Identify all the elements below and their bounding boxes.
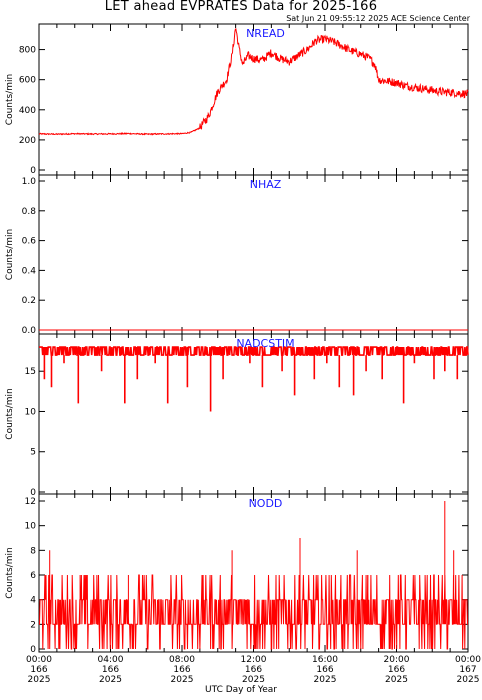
x-tick-label: 2025 — [171, 675, 194, 685]
x-tick-label: 2025 — [28, 675, 51, 685]
panel-nread: 0 200 400 600 800 Counts/min NREAD — [5, 23, 469, 176]
x-tick-label: 00:00 — [455, 655, 481, 665]
y-tick-label: 0.6 — [22, 237, 37, 247]
x-tick-label: 04:00 — [98, 655, 124, 665]
x-tick-label: 2025 — [242, 675, 265, 685]
y-tick-label: 8 — [30, 546, 36, 556]
x-tick-label: 166 — [102, 665, 119, 675]
x-axis-label: UTC Day of Year — [205, 685, 277, 695]
panel-title: NODD — [249, 497, 283, 510]
y-tick-label: 200 — [19, 136, 36, 146]
y-tick-label: 600 — [19, 76, 36, 86]
series-line — [38, 28, 469, 136]
x-tick-label: 20:00 — [384, 655, 410, 665]
y-tick-label: 0.4 — [22, 266, 37, 276]
y-axis-label: Counts/min — [5, 74, 15, 125]
y-tick-label: 4 — [30, 596, 36, 606]
x-tick-label: 166 — [388, 665, 405, 675]
x-tick-label: 00:00 — [26, 655, 52, 665]
y-axis-label: Counts/min — [5, 547, 15, 598]
panel-frame — [38, 174, 469, 335]
x-tick-label: 2025 — [457, 675, 480, 685]
y-tick-label: 0 — [30, 488, 36, 498]
y-tick-label: 400 — [19, 106, 36, 116]
panel-title: NHAZ — [250, 178, 282, 191]
y-tick-label: 800 — [19, 46, 36, 56]
chart-title: LET ahead EVPRATES Data for 2025-166 — [104, 0, 378, 14]
timestamp-label: Sat Jun 21 09:55:12 2025 ACE Science Cen… — [286, 14, 470, 23]
y-tick-label: 0 — [30, 166, 36, 176]
y-tick-label: 10 — [25, 522, 37, 532]
x-tick-label: 16:00 — [312, 655, 338, 665]
panel-title: NADCSTIM — [236, 337, 294, 350]
y-axis-label: Counts/min — [5, 229, 15, 280]
x-tick-label: 08:00 — [169, 655, 195, 665]
y-tick-label: 0.0 — [22, 326, 37, 336]
x-tick-label: 167 — [459, 665, 476, 675]
x-tick-label: 166 — [316, 665, 333, 675]
y-axis-label: Counts/min — [5, 388, 15, 439]
y-tick-label: 0 — [30, 645, 36, 655]
x-tick-label: 2025 — [314, 675, 337, 685]
x-tick-label: 12:00 — [241, 655, 267, 665]
x-tick-label: 166 — [245, 665, 262, 675]
x-tick-label: 2025 — [385, 675, 408, 685]
y-tick-label: 0.2 — [22, 296, 36, 306]
y-tick-label: 6 — [30, 571, 36, 581]
panel-nadcstim: 0 5 10 15 Counts/min NADCSTIM — [5, 333, 469, 498]
x-tick-label: 166 — [30, 665, 47, 675]
y-tick-label: 15 — [25, 367, 36, 377]
panel-frame — [38, 23, 469, 176]
y-tick-label: 2 — [30, 620, 36, 630]
x-tick-label: 2025 — [99, 675, 122, 685]
series-line — [39, 501, 468, 650]
panel-title: NREAD — [246, 27, 285, 40]
y-tick-label: 1.0 — [22, 177, 37, 187]
panel-nodd: 0 2 4 6 8 10 12 Counts/min NODD — [5, 493, 469, 655]
series-line — [39, 346, 469, 412]
y-tick-label: 10 — [25, 407, 37, 417]
x-tick-label: 166 — [173, 665, 190, 675]
panel-nhaz: 0.0 0.2 0.4 0.6 0.8 1.0 Counts/min NHAZ — [5, 174, 469, 336]
y-tick-label: 12 — [25, 497, 36, 507]
y-tick-label: 0.8 — [22, 207, 37, 217]
y-tick-label: 5 — [30, 448, 36, 458]
